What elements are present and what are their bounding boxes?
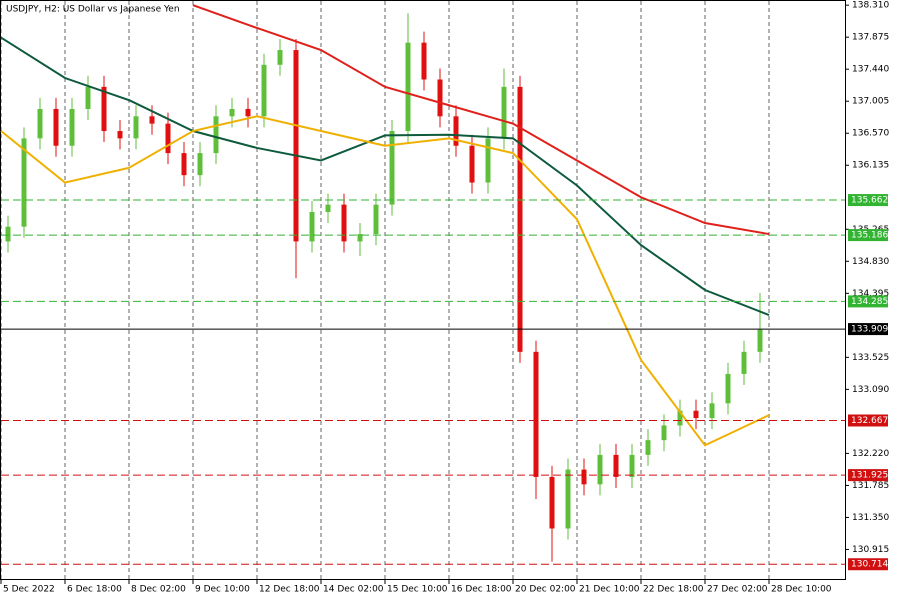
y-tick-label: 133.525: [852, 353, 889, 363]
candle-body: [501, 86, 507, 139]
x-tick-label: 28 Dec 10:00: [771, 585, 832, 595]
candle-body: [133, 116, 139, 139]
candle-body: [661, 425, 667, 441]
x-tick-label: 8 Dec 02:00: [131, 585, 186, 595]
y-tick-label: 130.915: [852, 545, 889, 555]
candle-body: [357, 234, 363, 242]
chart-title: USDJPY, H2: US Dollar vs Japanese Yen: [6, 5, 180, 15]
candle-body: [485, 138, 491, 183]
candle-body: [85, 86, 91, 109]
y-tick-label: 132.220: [852, 449, 889, 459]
candle-body: [629, 454, 635, 477]
candle-body: [373, 204, 379, 235]
plot-frame: [0, 0, 846, 580]
level-label-box: [848, 414, 888, 427]
y-tick-label: 137.875: [852, 33, 889, 43]
candle-body: [261, 64, 267, 117]
y-tick-label: 134.395: [852, 289, 889, 299]
level-label-box: [848, 295, 888, 308]
y-tick-label: 131.350: [852, 513, 889, 523]
candle-body: [645, 440, 651, 455]
candle-body: [309, 211, 315, 242]
level-label: 135.186: [851, 231, 888, 241]
x-tick-label: 9 Dec 10:00: [195, 585, 250, 595]
y-tick-label: 134.830: [852, 257, 889, 267]
level-label: 133.909: [851, 325, 888, 335]
candle-body: [389, 131, 395, 205]
y-tick-label: 137.440: [852, 65, 889, 75]
candle-body: [117, 131, 123, 139]
level-label-box: [848, 558, 888, 571]
candle-body: [245, 108, 251, 117]
candle-body: [517, 86, 523, 352]
y-tick-label: 133.090: [852, 385, 889, 395]
candle-body: [421, 42, 427, 80]
x-tick-label: 16 Dec 18:00: [451, 585, 512, 595]
level-label-box: [848, 469, 888, 482]
level-label: 130.714: [851, 560, 888, 570]
moving-average: [0, 36, 770, 316]
candle-body: [101, 86, 107, 132]
candle-body: [613, 454, 619, 477]
level-label-box: [848, 194, 888, 207]
level-label: 131.925: [851, 471, 888, 481]
x-tick-label: 5 Dec 2022: [3, 585, 55, 595]
x-tick-label: 20 Dec 02:00: [515, 585, 576, 595]
level-label: 134.285: [851, 297, 888, 307]
x-tick-label: 6 Dec 18:00: [67, 585, 122, 595]
candle-body: [197, 153, 203, 176]
candle-body: [277, 50, 283, 65]
candle-body: [709, 403, 715, 419]
x-tick-label: 22 Dec 18:00: [643, 585, 704, 595]
candle-body: [5, 226, 11, 242]
candle-body: [229, 108, 235, 117]
candle-body: [453, 116, 459, 146]
candle-body: [757, 329, 763, 352]
candle-body: [437, 79, 443, 117]
level-label: 135.662: [851, 196, 888, 206]
candle-body: [741, 351, 747, 374]
candle-body: [293, 50, 299, 242]
candle-body: [405, 42, 411, 132]
y-tick-label: 136.135: [852, 161, 889, 171]
x-tick-label: 21 Dec 10:00: [579, 585, 640, 595]
candle-body: [69, 108, 75, 146]
candle-body: [725, 373, 731, 404]
x-tick-label: 14 Dec 02:00: [323, 585, 384, 595]
x-tick-label: 12 Dec 18:00: [259, 585, 320, 595]
moving-average: [192, 4, 770, 236]
x-tick-label: 27 Dec 02:00: [707, 585, 768, 595]
y-tick-label: 137.005: [852, 97, 889, 107]
candle-body: [581, 469, 587, 485]
candle-body: [469, 145, 475, 183]
candle-body: [53, 108, 59, 146]
y-tick-label: 138.310: [852, 1, 889, 11]
candle-body: [341, 204, 347, 242]
moving-average: [0, 115, 770, 447]
candle-body: [21, 138, 27, 227]
y-tick-label: 131.785: [852, 481, 889, 491]
candle-body: [165, 123, 171, 154]
candle-body: [597, 454, 603, 485]
candle-body: [149, 116, 155, 124]
candle-body: [181, 153, 187, 176]
level-label-box: [848, 229, 888, 242]
candle-body: [565, 469, 571, 529]
candle-body: [533, 351, 539, 477]
y-tick-label: 136.570: [852, 129, 889, 139]
candle-body: [213, 116, 219, 154]
x-tick-label: 15 Dec 10:00: [387, 585, 448, 595]
level-label: 132.667: [851, 416, 888, 426]
candle-body: [37, 108, 43, 139]
candle-body: [693, 410, 699, 419]
level-label-box: [848, 323, 888, 336]
candle-body: [677, 410, 683, 426]
candle-body: [549, 476, 555, 529]
candle-body: [325, 204, 331, 212]
